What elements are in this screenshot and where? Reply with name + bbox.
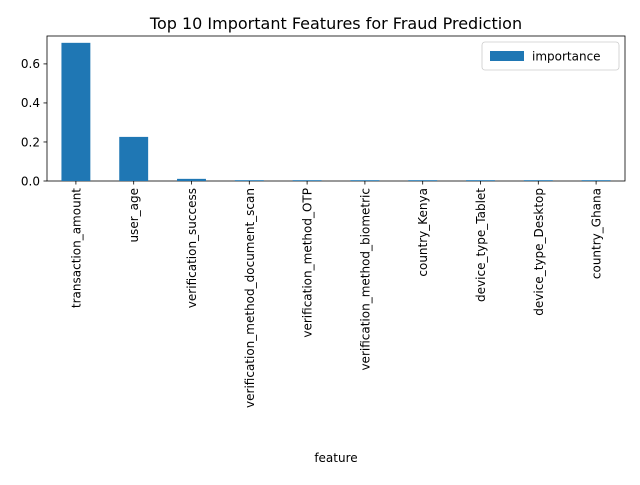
bar-transaction-amount bbox=[61, 42, 91, 182]
x-tick-label: country_Kenya bbox=[416, 188, 430, 277]
legend-label-importance: importance bbox=[532, 50, 601, 64]
bars-layer bbox=[61, 42, 611, 182]
x-tick-label: device_type_Desktop bbox=[532, 188, 546, 316]
bar-device-type-tablet bbox=[466, 180, 495, 181]
plot-area-frame bbox=[46, 35, 626, 182]
legend-box bbox=[481, 41, 620, 71]
x-tick-label: verification_success bbox=[185, 188, 199, 308]
y-tick-label: 0.6 bbox=[21, 57, 40, 71]
chart-title: Top 10 Important Features for Fraud Pred… bbox=[149, 14, 522, 33]
bar-verification-method-otp bbox=[292, 180, 322, 181]
bar-verification-method-document-scan bbox=[234, 180, 264, 181]
x-tick-label: device_type_Tablet bbox=[474, 188, 488, 302]
y-tick-label: 0.4 bbox=[21, 96, 40, 110]
y-tick-label: 0.2 bbox=[21, 135, 40, 149]
x-tick-label: verification_method_OTP bbox=[301, 188, 315, 338]
y-tick-label: 0.0 bbox=[21, 174, 40, 188]
x-axis-label: feature bbox=[314, 451, 357, 465]
bar-device-type-desktop bbox=[523, 180, 553, 181]
bar-verification-success bbox=[177, 178, 206, 181]
x-tick-label: verification_method_document_scan bbox=[243, 188, 257, 408]
x-tick-label: country_Ghana bbox=[590, 188, 604, 279]
x-tick-label: user_age bbox=[127, 188, 141, 243]
legend: importance bbox=[481, 41, 620, 71]
bar-country-ghana bbox=[581, 180, 611, 181]
x-tick-label: verification_method_biometric bbox=[358, 188, 372, 371]
x-tick-label: transaction_amount bbox=[69, 188, 83, 308]
bar-verification-method-biometric bbox=[350, 180, 380, 181]
legend-swatch-importance bbox=[490, 51, 524, 61]
x-axis-ticks: transaction_amount user_age verification_s… bbox=[69, 181, 604, 408]
y-axis-ticks: 0.0 0.2 0.4 0.6 bbox=[21, 57, 47, 188]
bar-country-kenya bbox=[408, 180, 438, 181]
bar-user-age bbox=[119, 136, 149, 181]
